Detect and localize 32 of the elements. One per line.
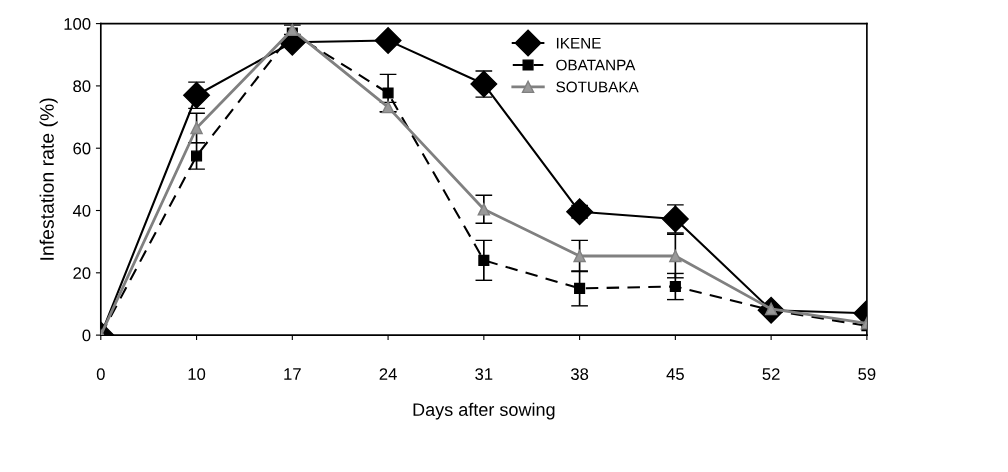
point — [669, 249, 682, 263]
y-tick-label: 60 — [73, 142, 91, 155]
x-tick-label: 38 — [570, 368, 589, 380]
x-tick-label: 59 — [858, 368, 876, 380]
y-tick-label: 0 — [82, 329, 91, 342]
point — [477, 203, 491, 216]
y-axis-title: Infestation rate (%) — [39, 98, 58, 260]
x-tick-label: 52 — [762, 368, 780, 380]
point — [470, 70, 498, 98]
legend-label: IKENE — [556, 37, 601, 49]
y-tick-label: 20 — [73, 267, 91, 280]
x-tick-label: 10 — [188, 368, 206, 380]
point — [478, 254, 490, 266]
y-tick-label: 100 — [64, 18, 91, 30]
point — [374, 26, 402, 54]
legend-label: OBATANPA — [556, 59, 636, 71]
point — [190, 121, 203, 135]
x-tick-label: 31 — [475, 368, 493, 380]
x-tick-label: 17 — [284, 368, 301, 380]
x-axis-title: Days after sowing — [413, 402, 555, 420]
point — [382, 87, 394, 99]
x-tick-label: 24 — [379, 368, 397, 380]
point — [669, 280, 681, 293]
y-tick-label: 80 — [73, 80, 91, 93]
point — [183, 81, 211, 109]
x-tick-label: 45 — [666, 368, 684, 380]
point — [191, 150, 203, 162]
point — [574, 282, 586, 294]
x-tick-label: 0 — [96, 368, 105, 380]
point — [573, 249, 586, 263]
legend-label: SOTUBAKA — [556, 81, 639, 93]
y-tick-label: 40 — [72, 204, 91, 217]
